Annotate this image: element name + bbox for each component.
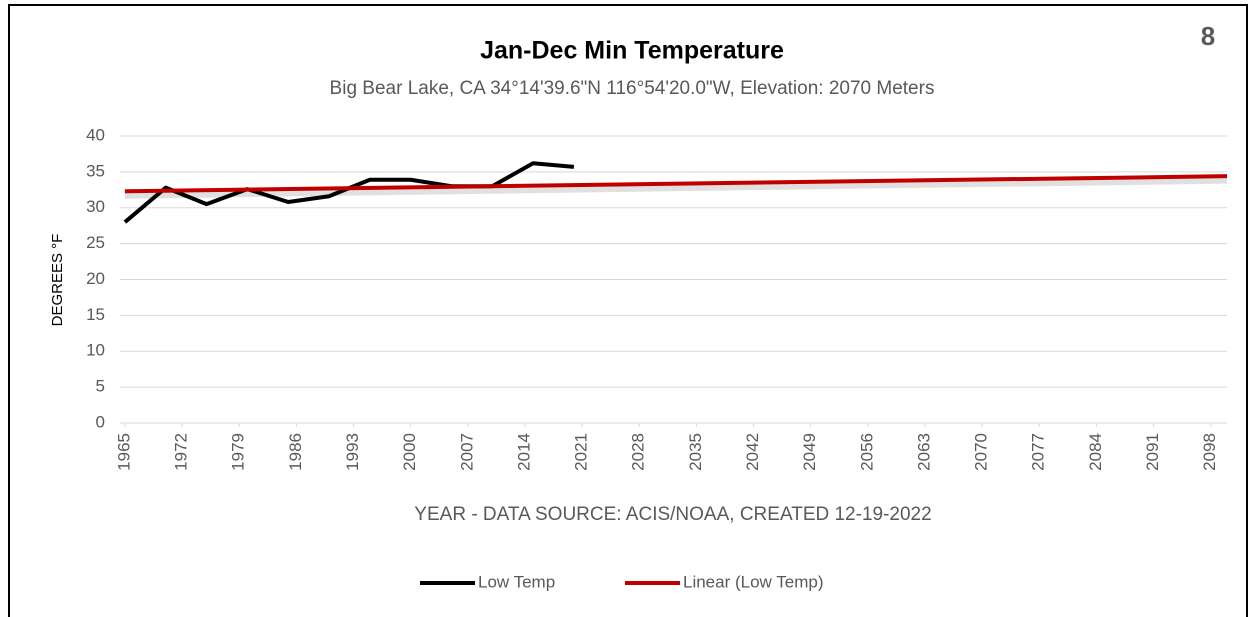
x-tick-label: 1965 [114,433,133,471]
y-tick-label: 20 [86,269,105,288]
x-tick-label: 1986 [286,433,305,471]
x-tick-label: 1979 [229,433,248,471]
y-tick-label: 40 [86,125,105,144]
legend-label: Low Temp [478,572,555,591]
frame [8,4,1248,617]
y-tick-label: 10 [86,341,105,360]
x-tick-label: 2063 [914,433,933,471]
x-tick-label: 2014 [514,433,533,471]
chart-subtitle: Big Bear Lake, CA 34°14'39.6"N 116°54'20… [330,78,935,99]
x-tick-label: 2091 [1143,433,1162,471]
x-tick-label: 2084 [1086,433,1105,471]
x-tick-label: 2000 [400,433,419,471]
x-tick-label: 2028 [629,433,648,471]
x-tick-label: 2007 [457,433,476,471]
y-tick-label: 15 [86,305,105,324]
x-axis-label: YEAR - DATA SOURCE: ACIS/NOAA, CREATED 1… [414,504,931,525]
x-tick-label: 2098 [1200,433,1219,471]
x-tick-label: 1993 [343,433,362,471]
trend-shadow [124,174,1228,199]
x-tick-label: 2056 [857,433,876,471]
x-tick-label: 2035 [686,433,705,471]
x-tick-label: 2049 [800,433,819,471]
chart-title: Jan-Dec Min Temperature [480,37,784,65]
series-line [124,174,1228,194]
y-tick-label: 35 [86,161,105,180]
x-tick-label: 2042 [743,433,762,471]
x-tick-label: 2070 [972,433,991,471]
y-tick-label: 30 [86,197,105,216]
legend-label: Linear (Low Temp) [683,572,823,591]
y-tick-label: 0 [96,412,105,431]
page-number: 8 [1201,21,1215,51]
x-tick-label: 2077 [1029,433,1048,471]
x-tick-label: 2021 [572,433,591,471]
y-tick-label: 25 [86,233,105,252]
y-tick-label: 5 [96,377,105,396]
x-tick-label: 1972 [172,433,191,471]
y-axis-label: DEGREES °F [49,234,66,327]
